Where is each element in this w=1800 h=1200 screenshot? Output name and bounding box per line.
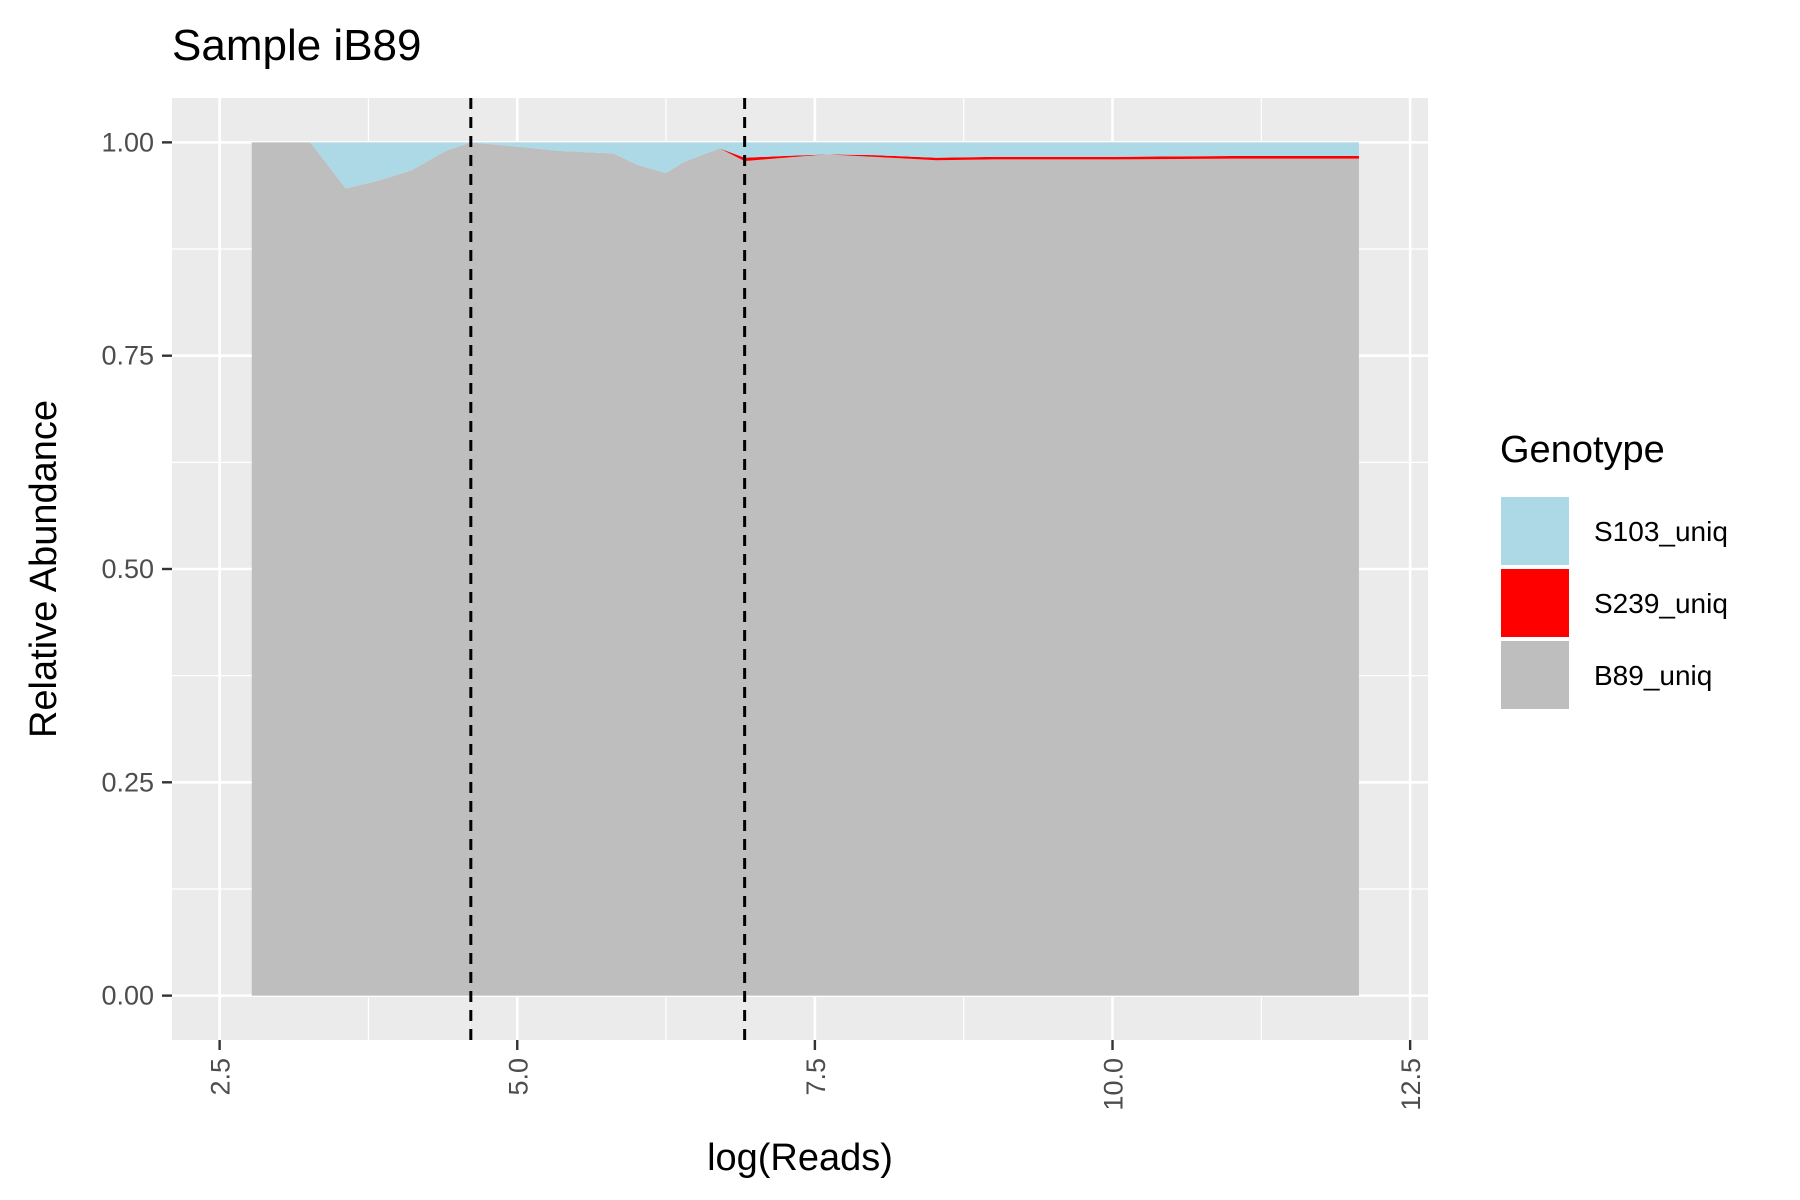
y-axis: 0.00 0.25 0.50 0.75 1.00 (101, 127, 172, 1011)
vertical-lines (469, 98, 747, 1040)
y-tick-label: 0.75 (101, 341, 154, 371)
area-s103-uniq (251, 142, 1359, 189)
legend-title: Genotype (1500, 429, 1665, 471)
x-tick-label: 10.0 (1099, 1058, 1129, 1111)
legend: Genotype S103_uniq S239_uniq B89_uniq (1499, 429, 1728, 711)
legend-key-s103-uniq (1499, 495, 1571, 567)
y-tick-label: 0.00 (101, 981, 154, 1011)
legend-key-s239-uniq (1499, 567, 1571, 639)
y-tick-label: 1.00 (101, 127, 154, 157)
x-tick-label: 7.5 (801, 1058, 831, 1096)
area-b89-uniq (251, 142, 1359, 996)
y-tick-label: 0.50 (101, 554, 154, 584)
x-axis: 2.5 5.0 7.5 10.0 12.5 (206, 1040, 1426, 1111)
legend-label-s103-uniq: S103_uniq (1594, 516, 1728, 547)
x-tick-label: 12.5 (1396, 1058, 1426, 1111)
x-tick-label: 5.0 (503, 1058, 533, 1096)
x-axis-title: log(Reads) (707, 1137, 893, 1179)
area-layers (251, 142, 1359, 996)
legend-label-b89-uniq: B89_uniq (1594, 660, 1712, 691)
legend-label-s239-uniq: S239_uniq (1594, 588, 1728, 619)
legend-key-b89-uniq (1499, 639, 1571, 711)
chart-title: Sample iB89 (172, 21, 421, 70)
y-axis-title: Relative Abundance (23, 400, 65, 738)
x-tick-label: 2.5 (206, 1058, 236, 1096)
y-tick-label: 0.25 (101, 767, 154, 797)
